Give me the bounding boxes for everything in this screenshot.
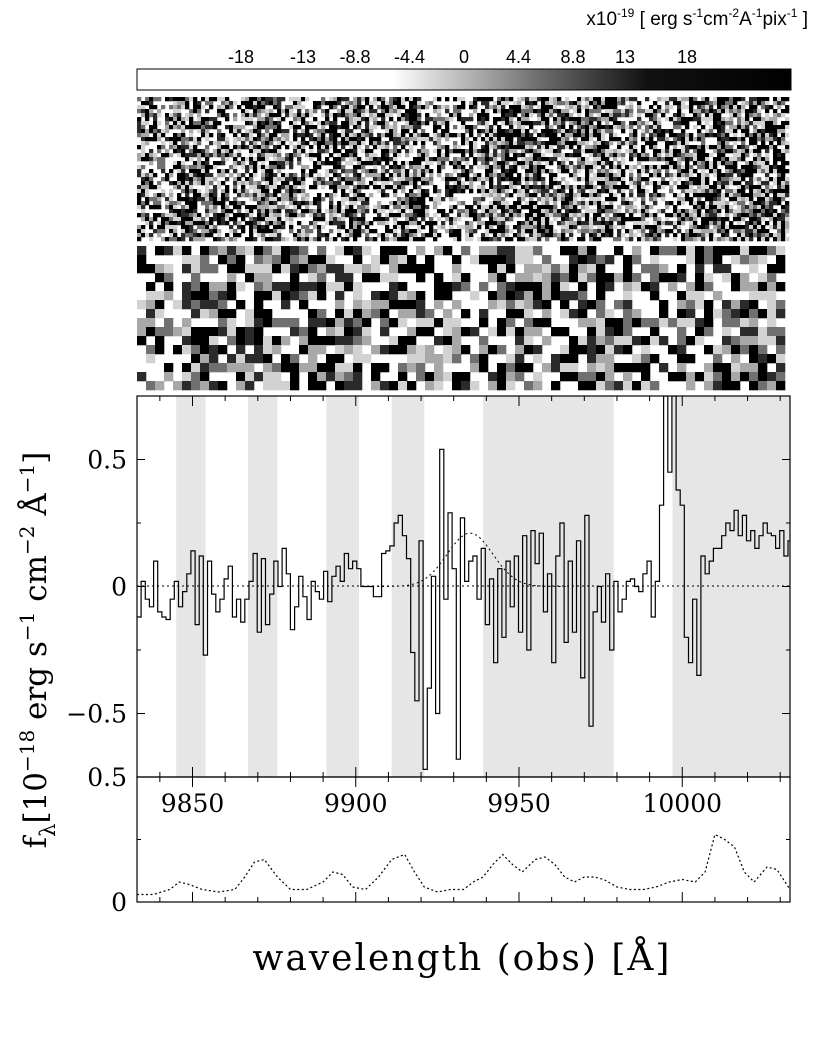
noise-panel-frame [136,776,791,903]
flux-x-ticks [159,396,781,777]
colorbar-tick-label: -18 [228,47,254,67]
noise-x-ticks: 9850 9900 9950 10000 [159,777,781,902]
colorbar-gradient [136,68,792,91]
y-axis-label: fλ[10−18 erg s−1 cm−2 Å−1] [15,452,60,849]
colorbar-tick-label: -4.4 [394,47,425,67]
colorbar-tick-label: 13 [615,47,635,67]
colorbar-tick-label: 4.4 [506,47,531,67]
colorbar-tick-label: 18 [677,47,697,67]
flux-y-tick-label: 0 [111,573,127,602]
noise-y-ticks: 0.50 [87,763,790,917]
flux-panel: 0.5 0 −0.5 [66,395,791,778]
colorbar-tick-label: 8.8 [560,47,585,67]
colorbar-unit-label: x10-19 [ erg s-1cm-2A-1pix-1 ] [586,6,808,30]
x-tick-label: 9950 [487,789,551,818]
sky-line-region [176,396,206,777]
x-tick-label: 9850 [161,789,225,818]
colorbar: x10-19 [ erg s-1cm-2A-1pix-1 ] -18 -13 -8.… [136,6,808,91]
noise-spectrum-line [137,833,790,896]
colorbar-tick-label: -8.8 [339,47,370,67]
x-tick-label: 10000 [642,789,722,818]
noise-y-tick-label: 0.5 [87,763,127,792]
colorbar-tick-label: 0 [459,47,469,67]
model-line-profile [372,532,568,587]
flux-y-tick-label: 0.5 [87,446,127,475]
noise-y-tick-label: 0 [111,888,127,917]
noise-panel: 0.50 9850 9900 9950 10000 [87,763,791,917]
spectrum-2d-unsmoothed [137,97,790,242]
x-tick-label: 9900 [324,789,388,818]
flux-spectrum-line [137,396,790,770]
x-axis-label: wavelength (obs) [Å] [253,937,672,979]
spectrum-2d-smoothed [137,246,790,391]
flux-y-tick-label: −0.5 [66,700,127,729]
flux-y-ticks: 0.5 0 −0.5 [66,446,790,729]
colorbar-tick-label: -13 [290,47,316,67]
colorbar-tick-labels: -18 -13 -8.8 -4.4 0 4.4 8.8 13 18 [228,47,697,67]
